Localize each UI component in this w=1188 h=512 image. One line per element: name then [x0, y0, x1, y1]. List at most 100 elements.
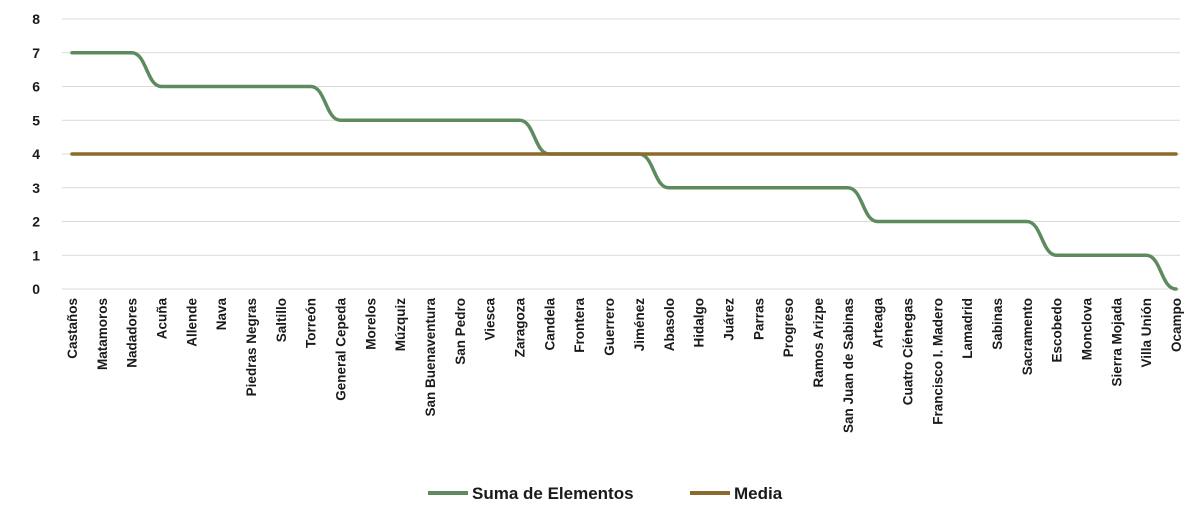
x-category-label: Nava: [214, 298, 229, 331]
data-point: [368, 118, 372, 122]
data-point: [368, 152, 372, 156]
data-point: [846, 186, 850, 190]
data-point: [786, 152, 790, 156]
data-point: [816, 186, 820, 190]
data-point: [846, 152, 850, 156]
data-point: [1084, 152, 1088, 156]
data-point: [518, 118, 522, 122]
y-tick-label: 7: [32, 45, 40, 61]
x-category-label: Acuña: [155, 298, 170, 340]
data-point: [726, 186, 730, 190]
data-point: [935, 152, 939, 156]
data-point: [249, 85, 253, 89]
x-category-label: Candela: [542, 298, 557, 351]
data-point: [428, 118, 432, 122]
y-tick-label: 5: [32, 112, 40, 128]
data-point: [279, 85, 283, 89]
data-point: [249, 152, 253, 156]
y-tick-label: 1: [32, 247, 40, 263]
data-point: [1055, 253, 1059, 257]
data-point: [876, 220, 880, 224]
data-point: [547, 152, 551, 156]
data-point: [756, 186, 760, 190]
x-category-label: Frontera: [572, 298, 587, 353]
data-point: [279, 152, 283, 156]
data-point: [697, 152, 701, 156]
data-point: [219, 152, 223, 156]
x-category-label: Sacramento: [1020, 298, 1035, 375]
data-point: [667, 152, 671, 156]
y-tick-label: 0: [32, 281, 40, 297]
data-point: [100, 51, 104, 55]
data-point: [428, 152, 432, 156]
legend-label: Suma de Elementos: [472, 484, 634, 503]
x-category-label: Allende: [184, 298, 199, 347]
data-point: [935, 220, 939, 224]
data-point: [1174, 287, 1178, 291]
y-tick-label: 8: [32, 11, 40, 27]
data-point: [309, 152, 313, 156]
x-category-label: Matamoros: [95, 298, 110, 370]
data-point: [667, 186, 671, 190]
data-point: [1025, 152, 1029, 156]
x-category-label: Morelos: [363, 298, 378, 350]
x-category-label: Zaragoza: [513, 298, 528, 358]
x-category-label: Progreso: [781, 298, 796, 357]
x-category-label: San Pedro: [453, 298, 468, 365]
data-point: [726, 152, 730, 156]
data-point: [786, 186, 790, 190]
y-tick-label: 2: [32, 214, 40, 230]
x-category-label: Piedras Negras: [244, 298, 259, 396]
data-point: [458, 118, 462, 122]
data-point: [1114, 253, 1118, 257]
data-point: [1025, 220, 1029, 224]
x-category-label: San Buenaventura: [423, 298, 438, 417]
series-lines: [70, 51, 1178, 291]
x-category-label: Ocampo: [1169, 298, 1184, 352]
x-category-label: Guerrero: [602, 298, 617, 356]
data-point: [488, 152, 492, 156]
data-point: [130, 51, 134, 55]
x-category-label: Monclova: [1079, 298, 1094, 361]
data-point: [637, 152, 641, 156]
y-tick-label: 6: [32, 79, 40, 95]
y-axis-tick-labels: 0 1 2 3 4 5 6 7 8: [32, 11, 40, 297]
y-tick-label: 4: [32, 146, 40, 162]
series-line-suma-de-elementos: [70, 51, 1178, 291]
x-category-label: Abasolo: [662, 298, 677, 351]
data-point: [518, 152, 522, 156]
x-category-label: Lamadrid: [960, 298, 975, 359]
data-point: [130, 152, 134, 156]
data-point: [488, 118, 492, 122]
data-point: [1144, 152, 1148, 156]
x-category-label: Francisco I. Madero: [930, 298, 945, 425]
data-point: [398, 152, 402, 156]
data-point: [905, 220, 909, 224]
x-category-label: Arteaga: [871, 298, 886, 349]
x-category-label: Viesca: [483, 298, 498, 341]
data-point: [160, 152, 164, 156]
data-point: [697, 186, 701, 190]
x-category-label: Sierra Mojada: [1109, 298, 1124, 387]
data-point: [965, 152, 969, 156]
data-point: [876, 152, 880, 156]
y-tick-label: 3: [32, 180, 40, 196]
data-point: [1174, 152, 1178, 156]
x-category-label: Múzquiz: [393, 298, 408, 351]
data-point: [995, 152, 999, 156]
x-category-label: Nadadores: [125, 298, 140, 368]
data-point: [398, 118, 402, 122]
data-point: [1055, 152, 1059, 156]
x-category-label: Cuatro Ciénegas: [900, 298, 915, 405]
x-axis-category-labels: Castaños Matamoros Nadadores Acuña Allende Na…: [65, 298, 1184, 434]
data-point: [458, 152, 462, 156]
x-category-label: Villa Unión: [1139, 298, 1154, 368]
data-point: [70, 51, 74, 55]
data-point: [995, 220, 999, 224]
data-point: [100, 152, 104, 156]
data-point: [339, 152, 343, 156]
legend: Suma de Elementos Media: [428, 484, 783, 503]
x-category-label: Sabinas: [990, 298, 1005, 350]
x-category-label: Ramos Arizpe: [811, 298, 826, 388]
